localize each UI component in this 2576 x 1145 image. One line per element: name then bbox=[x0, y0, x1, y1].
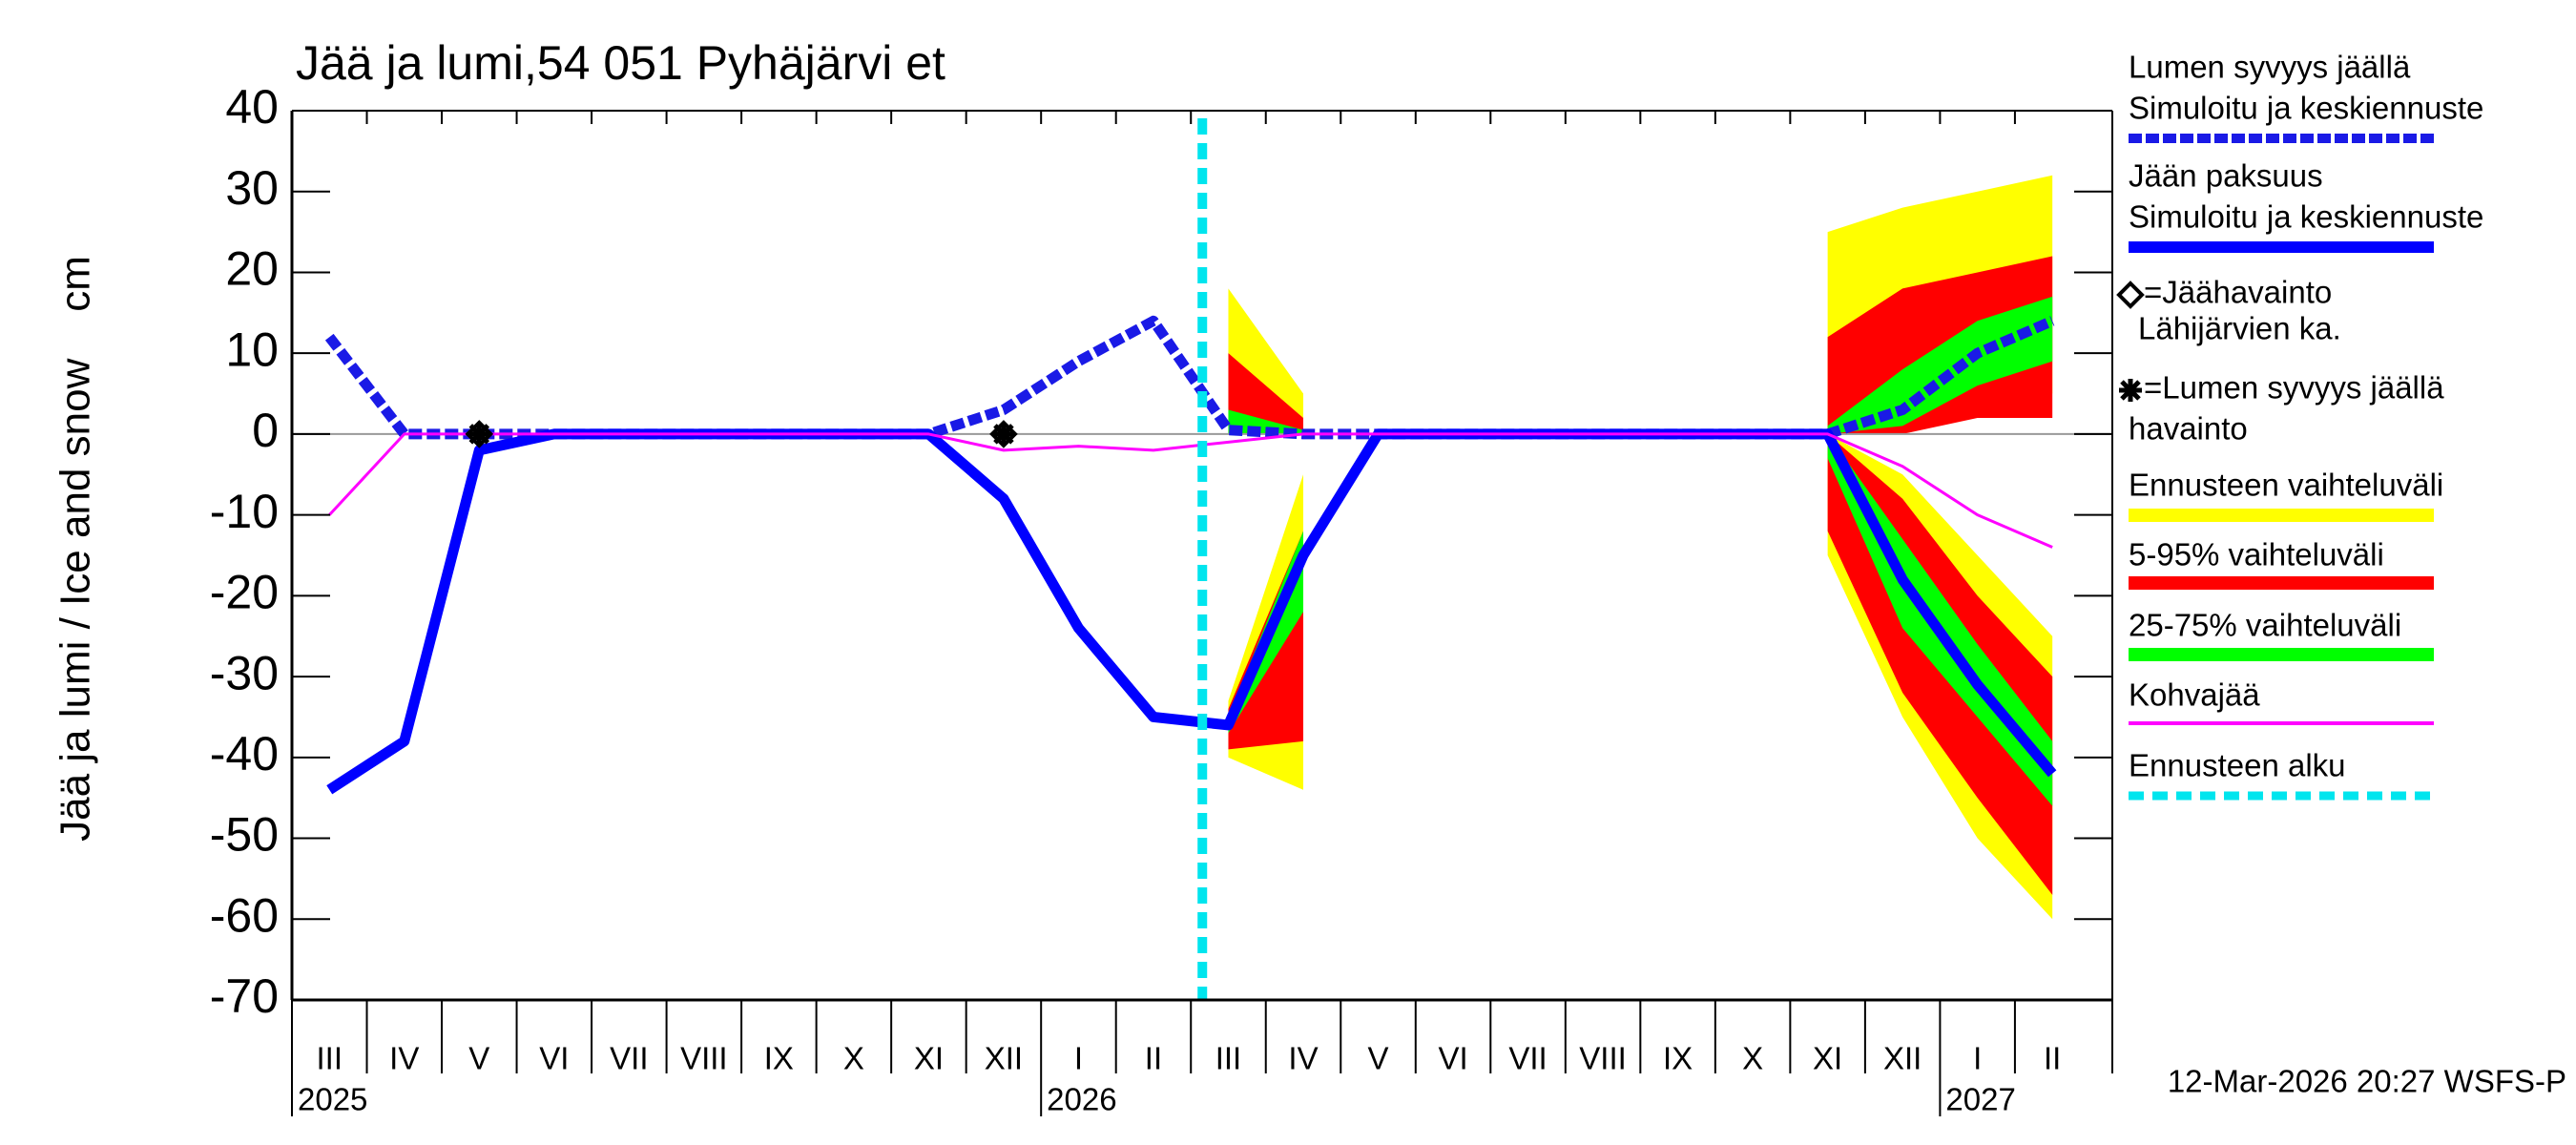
observation-marker bbox=[991, 422, 1015, 446]
legend-label: 25-75% vaihteluväli bbox=[2129, 608, 2401, 643]
x-tick-label: III bbox=[317, 1041, 343, 1076]
y-tick-label: -50 bbox=[210, 808, 279, 862]
x-tick-label: II bbox=[2044, 1041, 2061, 1076]
x-tick-label: V bbox=[1368, 1041, 1389, 1076]
x-tick-label: IX bbox=[1663, 1041, 1693, 1076]
x-tick-label: IX bbox=[764, 1041, 794, 1076]
legend-label: 5-95% vaihteluväli bbox=[2129, 537, 2384, 572]
legend-label: Simuloitu ja keskiennuste bbox=[2129, 91, 2483, 126]
x-tick-label: VII bbox=[610, 1041, 648, 1076]
x-tick-label: VI bbox=[1438, 1041, 1467, 1076]
x-tick-label: I bbox=[1074, 1041, 1083, 1076]
legend-label: =Jäähavainto bbox=[2144, 275, 2332, 310]
x-tick-label: VIII bbox=[1579, 1041, 1627, 1076]
x-tick-label: IV bbox=[1288, 1041, 1318, 1076]
legend-label: =Lumen syvyys jäällä bbox=[2144, 370, 2444, 406]
y-tick-label: -60 bbox=[210, 888, 279, 942]
year-label: 2026 bbox=[1047, 1082, 1116, 1117]
x-tick-label: X bbox=[843, 1041, 864, 1076]
legend-label: Ennusteen vaihteluväli bbox=[2129, 468, 2443, 503]
year-label: 2027 bbox=[1945, 1082, 2015, 1117]
legend-label: Kohvajää bbox=[2129, 677, 2260, 713]
y-tick-label: 10 bbox=[225, 323, 279, 376]
x-tick-label: XII bbox=[1883, 1041, 1922, 1076]
y-tick-label: -20 bbox=[210, 566, 279, 619]
legend-label: Lähijärvien ka. bbox=[2138, 311, 2341, 346]
x-tick-label: VIII bbox=[680, 1041, 728, 1076]
y-tick-label: 0 bbox=[252, 404, 279, 457]
y-tick-label: -30 bbox=[210, 646, 279, 699]
year-label: 2025 bbox=[298, 1082, 367, 1117]
chart-title: Jää ja lumi,54 051 Pyhäjärvi et bbox=[296, 36, 945, 90]
legend-marker bbox=[2116, 281, 2145, 309]
x-tick-label: III bbox=[1215, 1041, 1242, 1076]
legend-label: Lumen syvyys jäällä bbox=[2129, 50, 2411, 85]
x-tick-label: I bbox=[1973, 1041, 1982, 1076]
legend-label: Jään paksuus bbox=[2129, 158, 2323, 194]
series-line bbox=[328, 432, 2053, 549]
x-tick-label: V bbox=[468, 1041, 489, 1076]
observation-marker bbox=[467, 422, 491, 446]
y-tick-label: -70 bbox=[210, 969, 279, 1023]
y-tick-label: -40 bbox=[210, 727, 279, 781]
x-tick-label: VI bbox=[539, 1041, 569, 1076]
x-tick-label: VII bbox=[1508, 1041, 1547, 1076]
x-tick-label: II bbox=[1145, 1041, 1162, 1076]
x-tick-label: XI bbox=[914, 1041, 944, 1076]
y-tick-label: 20 bbox=[225, 242, 279, 296]
x-tick-label: IV bbox=[389, 1041, 419, 1076]
y-axis-label: Jää ja lumi / Ice and snow cm bbox=[52, 256, 99, 842]
x-tick-label: XI bbox=[1813, 1041, 1842, 1076]
legend-label: havainto bbox=[2129, 411, 2248, 447]
x-tick-label: X bbox=[1742, 1041, 1763, 1076]
legend-marker bbox=[2119, 379, 2142, 402]
x-tick-label: XII bbox=[985, 1041, 1023, 1076]
legend-label: Ennusteen alku bbox=[2129, 748, 2346, 783]
y-tick-label: -10 bbox=[210, 485, 279, 538]
footer: 12-Mar-2026 20:27 WSFS-P bbox=[2168, 1064, 2566, 1099]
y-tick-label: 30 bbox=[225, 161, 279, 215]
forecast-band bbox=[1228, 256, 2053, 434]
y-tick-label: 40 bbox=[225, 80, 279, 134]
forecast-band bbox=[1228, 433, 2053, 895]
legend-label: Simuloitu ja keskiennuste bbox=[2129, 199, 2483, 235]
